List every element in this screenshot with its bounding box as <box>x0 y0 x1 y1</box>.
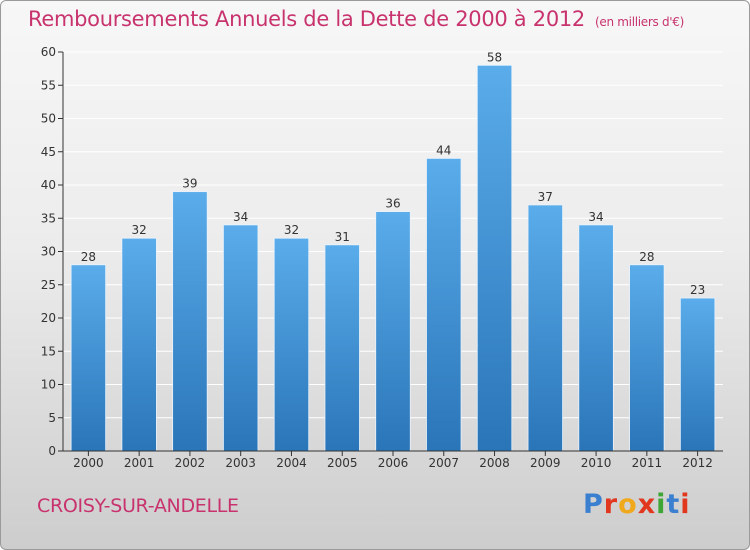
y-tick-label: 10 <box>41 378 56 392</box>
y-tick-label: 30 <box>41 245 56 259</box>
bar-2004[interactable] <box>273 237 310 452</box>
chart-title: Remboursements Annuels de la Dette de 20… <box>28 7 684 31</box>
logo-letter: x <box>637 489 657 520</box>
x-tick-label: 2002 <box>175 456 206 470</box>
y-tick-label: 50 <box>41 112 56 126</box>
x-tick-label: 2012 <box>682 456 713 470</box>
data-label: 44 <box>436 143 451 157</box>
y-tick-label: 35 <box>41 211 56 225</box>
data-label: 28 <box>639 250 654 264</box>
logo-letter: r <box>603 489 619 520</box>
x-tick-label: 2009 <box>530 456 561 470</box>
bar-2005[interactable] <box>324 244 360 452</box>
x-tick-label: 2006 <box>378 456 409 470</box>
bar-2010[interactable] <box>578 224 614 452</box>
x-tick-label: 2010 <box>581 456 612 470</box>
data-label: 31 <box>335 230 350 244</box>
x-tick-label: 2003 <box>225 456 256 470</box>
bar-2006[interactable] <box>375 211 411 452</box>
bar-2012[interactable] <box>679 297 716 452</box>
logo-letter: i <box>656 489 667 520</box>
data-label: 28 <box>81 250 96 264</box>
bars <box>70 64 716 452</box>
bar-2000[interactable] <box>70 264 107 452</box>
axes <box>58 51 723 456</box>
bar-2002[interactable] <box>172 191 208 452</box>
y-tick-label: 55 <box>41 78 56 92</box>
data-label: 32 <box>132 223 147 237</box>
logo-letter: P <box>583 489 604 520</box>
data-label: 34 <box>233 210 248 224</box>
bar-2001[interactable] <box>121 237 157 452</box>
data-label: 32 <box>284 223 299 237</box>
logo-letter: i <box>680 489 691 520</box>
x-tick-label: 2005 <box>327 456 358 470</box>
chart-subtitle: (en milliers d'€) <box>595 15 685 29</box>
data-label: 23 <box>690 283 705 297</box>
y-tick-label: 25 <box>41 278 56 292</box>
commune-name: CROISY-SUR-ANDELLE <box>37 495 239 517</box>
y-tick-label: 40 <box>41 178 56 192</box>
y-tick-label: 0 <box>48 444 56 458</box>
y-tick-label: 45 <box>41 145 56 159</box>
data-label: 36 <box>385 197 400 211</box>
x-tick-label: 2011 <box>632 456 663 470</box>
bar-2009[interactable] <box>527 204 563 452</box>
x-tick-label: 2008 <box>479 456 510 470</box>
y-tick-label: 20 <box>41 311 56 325</box>
y-tick-label: 5 <box>48 411 56 425</box>
data-label: 34 <box>588 210 603 224</box>
proxiti-logo[interactable]: Proxiti <box>583 489 691 520</box>
x-tick-label: 2000 <box>73 456 104 470</box>
chart-title-text: Remboursements Annuels de la Dette de 20… <box>28 7 585 31</box>
data-label: 58 <box>487 50 502 64</box>
data-label: 37 <box>538 190 553 204</box>
bar-2011[interactable] <box>629 264 665 452</box>
bar-2008[interactable] <box>476 64 513 452</box>
logo-letter: t <box>666 489 681 520</box>
y-tick-label: 60 <box>41 45 56 59</box>
x-tick-label: 2004 <box>276 456 307 470</box>
labels: 0 5 10 15 20 25 30 35 40 45 50 55 60 28 2000 32 2001 39 20… <box>41 45 713 470</box>
logo-letter: o <box>618 489 638 520</box>
x-tick-label: 2001 <box>124 456 155 470</box>
bar-2003[interactable] <box>223 224 259 452</box>
bar-2007[interactable] <box>426 157 462 452</box>
data-label: 39 <box>182 177 197 191</box>
x-tick-label: 2007 <box>428 456 459 470</box>
y-tick-label: 15 <box>41 344 56 358</box>
